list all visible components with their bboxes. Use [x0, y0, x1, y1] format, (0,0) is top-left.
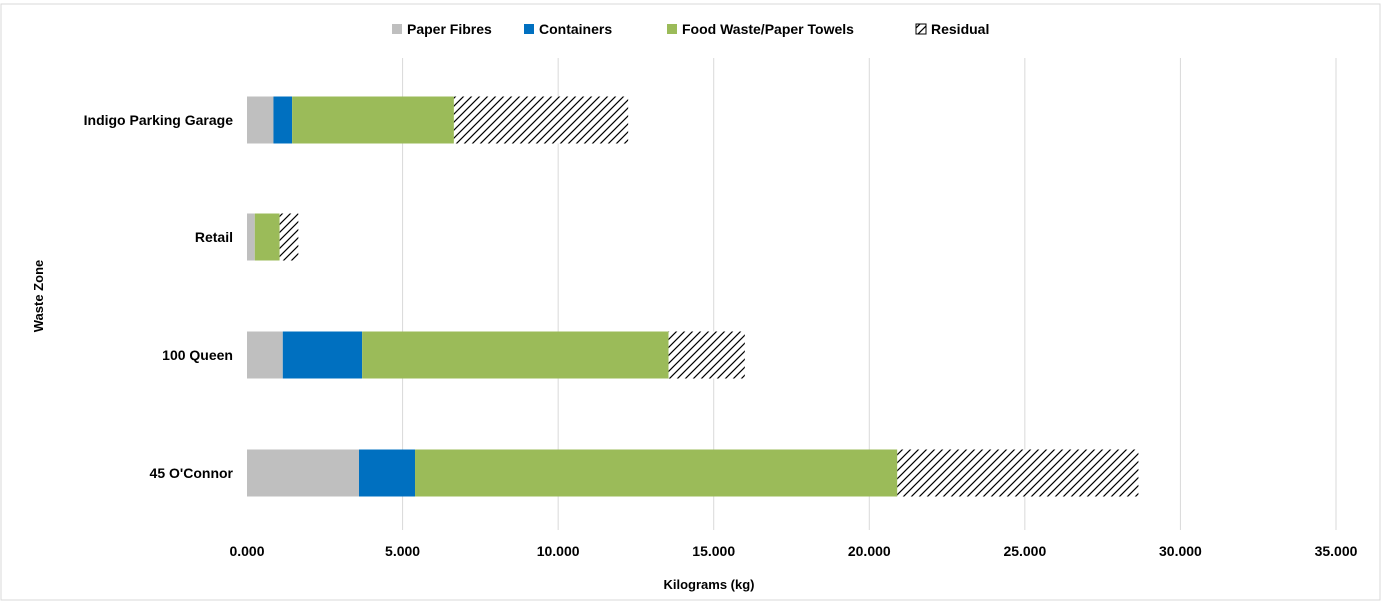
bar-residual-0 [453, 96, 629, 144]
x-tick-label: 10.000 [537, 543, 580, 559]
bar-food-waste-paper-towels-0 [292, 96, 454, 144]
y-category-labels: Indigo Parking Garage Retail 100 Queen 45 O… [84, 112, 234, 481]
x-tick-label: 5.000 [385, 543, 420, 559]
bar-food-waste-paper-towels-3 [415, 449, 898, 497]
legend-swatch-0 [392, 24, 402, 34]
chart-frame [0, 3, 1381, 601]
x-tick-label: 30.000 [1159, 543, 1202, 559]
x-tick-label: 0.000 [229, 543, 264, 559]
y-category-label: 45 O'Connor [150, 465, 234, 481]
bar-food-waste-paper-towels-2 [362, 331, 669, 379]
legend-swatch-2 [667, 24, 677, 34]
legend-label-0: Paper Fibres [407, 21, 492, 37]
legend-swatch-1 [524, 24, 534, 34]
bar-containers-3 [359, 449, 416, 497]
bar-residual-3 [897, 449, 1139, 497]
legend-label-3: Residual [931, 21, 989, 37]
legend: Paper Fibres Containers Food Waste/Paper T… [392, 21, 989, 37]
bar-containers-0 [273, 96, 293, 144]
bars [247, 96, 1139, 497]
bar-residual-2 [668, 331, 745, 379]
x-tick-label: 35.000 [1315, 543, 1358, 559]
bar-containers-2 [282, 331, 363, 379]
x-tick-label: 25.000 [1003, 543, 1046, 559]
x-tick-label: 20.000 [848, 543, 891, 559]
bar-paper-fibres-3 [247, 449, 360, 497]
bar-paper-fibres-2 [247, 331, 283, 379]
bar-paper-fibres-0 [247, 96, 274, 144]
bar-residual-1 [279, 213, 299, 261]
y-category-label: 100 Queen [162, 347, 233, 363]
x-tick-labels: 0.000 5.000 10.000 15.000 20.000 25.000 30.000… [229, 543, 1357, 559]
bar-paper-fibres-1 [247, 213, 255, 261]
y-axis-title: Waste Zone [31, 260, 46, 332]
x-axis-title: Kilograms (kg) [663, 577, 754, 592]
bar-food-waste-paper-towels-1 [254, 213, 280, 261]
legend-label-1: Containers [539, 21, 612, 37]
y-category-label: Indigo Parking Garage [84, 112, 234, 128]
y-category-label: Retail [195, 229, 233, 245]
legend-label-2: Food Waste/Paper Towels [682, 21, 854, 37]
x-tick-label: 15.000 [692, 543, 735, 559]
legend-swatch-3 [915, 23, 927, 35]
